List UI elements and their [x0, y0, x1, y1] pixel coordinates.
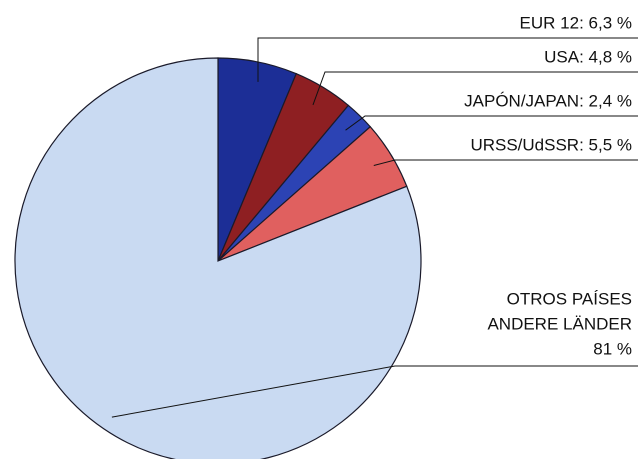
slice-label: USA: 4,8 % [544, 47, 632, 66]
slice-label: EUR 12: 6,3 % [520, 13, 632, 32]
leader-line [257, 37, 638, 82]
slice-label: OTROS PAÍSES [507, 289, 632, 308]
slice-label: ANDERE LÄNDER [487, 314, 632, 333]
slice-label: URSS/UdSSR: 5,5 % [470, 135, 632, 154]
leader-line [312, 71, 638, 106]
pie-slice [14, 57, 422, 459]
leader-line [111, 365, 638, 418]
slice-label: JAPÓN/JAPAN: 2,4 % [464, 91, 632, 110]
leader-line [345, 115, 638, 131]
leader-line [373, 159, 638, 167]
slice-label: 81 % [593, 339, 632, 358]
